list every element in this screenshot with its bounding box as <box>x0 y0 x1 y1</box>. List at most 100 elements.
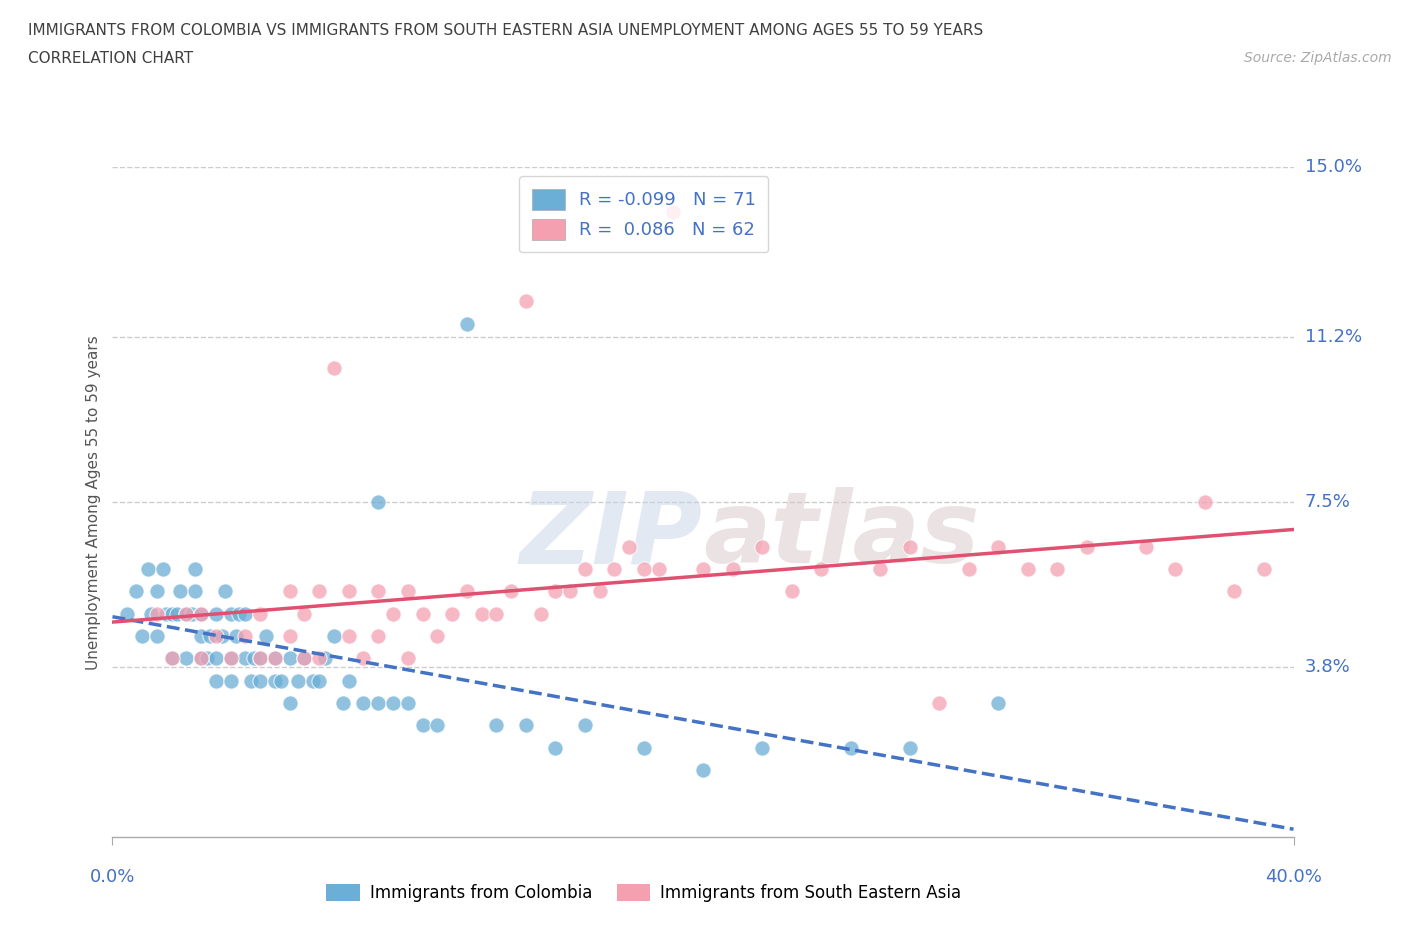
Point <box>411 718 433 733</box>
Point <box>308 584 330 599</box>
Point <box>692 763 714 777</box>
Point <box>352 696 374 711</box>
Point <box>233 606 256 621</box>
Point <box>292 651 315 666</box>
Point <box>839 740 862 755</box>
Point <box>184 562 207 577</box>
Point <box>692 562 714 577</box>
Point <box>233 629 256 644</box>
Point <box>898 740 921 755</box>
Point <box>396 651 419 666</box>
Point <box>588 584 610 599</box>
Point <box>332 696 354 711</box>
Point <box>647 562 671 577</box>
Point <box>169 584 191 599</box>
Point <box>367 584 389 599</box>
Text: atlas: atlas <box>703 487 980 584</box>
Point <box>190 606 212 621</box>
Point <box>190 651 212 666</box>
Point <box>1017 562 1039 577</box>
Point <box>456 316 478 331</box>
Point <box>174 651 197 666</box>
Point <box>146 584 169 599</box>
Point <box>869 562 891 577</box>
Point <box>166 606 188 621</box>
Point <box>131 629 153 644</box>
Point <box>264 673 287 688</box>
Point <box>219 606 242 621</box>
Point <box>292 651 315 666</box>
Text: ZIP: ZIP <box>520 487 703 584</box>
Point <box>264 651 287 666</box>
Point <box>146 629 169 644</box>
Point <box>367 629 389 644</box>
Point <box>174 606 197 621</box>
Point <box>160 606 183 621</box>
Point <box>254 629 277 644</box>
Point <box>485 718 508 733</box>
Point <box>139 606 162 621</box>
Text: CORRELATION CHART: CORRELATION CHART <box>28 51 193 66</box>
Point <box>337 673 360 688</box>
Point <box>155 606 177 621</box>
Point <box>308 651 330 666</box>
Point <box>337 629 360 644</box>
Point <box>249 673 271 688</box>
Point <box>367 495 389 510</box>
Point <box>456 584 478 599</box>
Point <box>1046 562 1069 577</box>
Point <box>184 584 207 599</box>
Point <box>323 629 346 644</box>
Point <box>190 606 212 621</box>
Point <box>1223 584 1246 599</box>
Point <box>136 562 159 577</box>
Point <box>529 606 551 621</box>
Point <box>574 718 596 733</box>
Point <box>515 718 537 733</box>
Point <box>249 651 271 666</box>
Point <box>240 673 263 688</box>
Point <box>810 562 832 577</box>
Point <box>249 651 271 666</box>
Point <box>205 651 228 666</box>
Point <box>619 539 641 554</box>
Point <box>426 718 449 733</box>
Point <box>426 629 449 644</box>
Text: 0.0%: 0.0% <box>90 868 135 885</box>
Point <box>574 562 596 577</box>
Point <box>152 562 174 577</box>
Point <box>243 651 266 666</box>
Point <box>1253 562 1275 577</box>
Point <box>219 651 242 666</box>
Point <box>1076 539 1098 554</box>
Point <box>751 539 773 554</box>
Point <box>205 673 228 688</box>
Point <box>544 584 567 599</box>
Point <box>1194 495 1216 510</box>
Point <box>411 606 433 621</box>
Point <box>264 651 287 666</box>
Point <box>1135 539 1157 554</box>
Point <box>544 740 567 755</box>
Point <box>352 651 374 666</box>
Point <box>205 606 228 621</box>
Point <box>308 673 330 688</box>
Point <box>117 606 138 621</box>
Point <box>190 651 212 666</box>
Point <box>337 584 360 599</box>
Point <box>225 629 247 644</box>
Point <box>382 696 405 711</box>
Point <box>219 651 242 666</box>
Point <box>396 584 419 599</box>
Point <box>219 673 242 688</box>
Point <box>501 584 523 599</box>
Point <box>270 673 292 688</box>
Y-axis label: Unemployment Among Ages 55 to 59 years: Unemployment Among Ages 55 to 59 years <box>86 335 101 670</box>
Point <box>1164 562 1187 577</box>
Point <box>181 606 204 621</box>
Point <box>198 629 221 644</box>
Point <box>195 651 218 666</box>
Point <box>174 606 197 621</box>
Point <box>396 696 419 711</box>
Point <box>190 629 212 644</box>
